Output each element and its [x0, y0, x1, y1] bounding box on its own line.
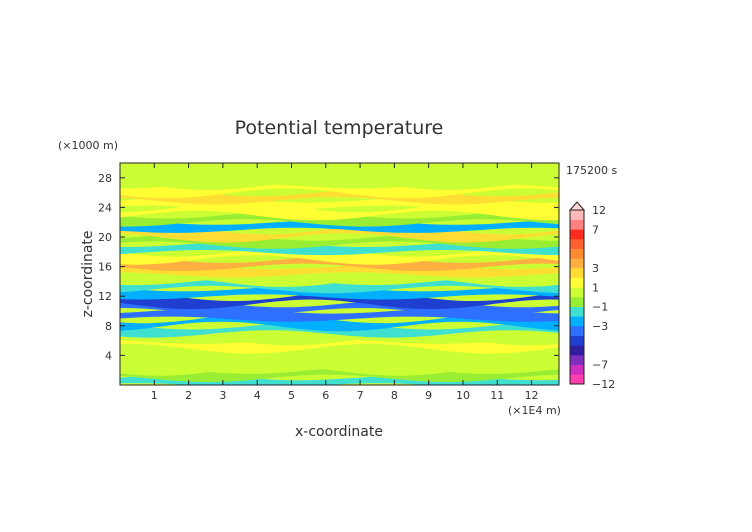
field-band: [120, 175, 559, 189]
x-tick-label: 8: [391, 389, 398, 402]
colorbar-tick-label: −1: [592, 301, 608, 314]
colorbar-swatch: [570, 335, 584, 346]
x-tick-label: 9: [425, 389, 432, 402]
y-tick-label: 20: [98, 231, 112, 244]
plot-frame: [119, 162, 560, 386]
field-band: [120, 352, 559, 367]
y-tick-label: 24: [98, 201, 112, 214]
x-tick-label: 10: [456, 389, 470, 402]
time-label: 175200 s: [566, 164, 617, 177]
field-band: [120, 330, 559, 344]
x-tick-label: 4: [254, 389, 261, 402]
contour-field: [120, 163, 559, 385]
colorbar-swatch: [570, 345, 584, 356]
x-tick-label: 7: [357, 389, 364, 402]
colorbar-swatch: [570, 374, 584, 385]
colorbar-tick-label: 12: [592, 204, 606, 217]
colorbar-swatch: [570, 297, 584, 307]
colorbar-swatch: [570, 229, 584, 240]
colorbar-tick-label: 3: [592, 262, 599, 275]
field-band: [120, 163, 559, 176]
chart-title: Potential temperature: [235, 117, 444, 139]
y-tick-label: 28: [98, 172, 112, 185]
colorbar: 12 7 3 1 −1 −3 −7 −12: [568, 201, 615, 391]
y-tick-label: 8: [105, 320, 112, 333]
field-band: [120, 180, 559, 199]
x-tick-label: 11: [490, 389, 504, 402]
colorbar-swatch: [570, 355, 584, 365]
field-band: [120, 224, 559, 243]
colorbar-swatch: [570, 316, 584, 327]
colorbar-swatch: [570, 287, 584, 298]
x-tick-label: 12: [525, 389, 539, 402]
field-band: [120, 366, 559, 382]
field-band: [120, 188, 559, 205]
colorbar-swatch: [570, 219, 584, 230]
x-tick-label: 6: [322, 389, 329, 402]
x-tick-label: 5: [288, 389, 295, 402]
y-tick-label: 16: [98, 261, 112, 274]
colorbar-swatch: [570, 364, 584, 375]
x-tick-label: 3: [219, 389, 226, 402]
colorbar-swatch: [570, 268, 584, 278]
colorbar-swatch: [570, 326, 584, 336]
field-band: [120, 291, 559, 310]
y-axis-label: z-coordinate: [80, 230, 96, 317]
x-unit-label: (×1E4 m): [508, 404, 561, 417]
colorbar-top-arrow: [568, 201, 586, 211]
field-band: [120, 247, 559, 265]
colorbar-swatch: [570, 239, 584, 249]
y-tick-label: 4: [105, 349, 112, 362]
x-tick-label: 1: [151, 389, 158, 402]
x-tick-label: 2: [185, 389, 192, 402]
colorbar-tick-label: 1: [592, 281, 599, 294]
colorbar-swatch: [570, 248, 584, 259]
y-tick-label: 12: [98, 290, 112, 303]
colorbar-swatch: [570, 277, 584, 288]
colorbar-tick-label: 7: [592, 223, 599, 236]
colorbar-tick-label: −12: [592, 378, 615, 391]
colorbar-swatch: [570, 306, 584, 317]
colorbar-frame: [569, 209, 585, 385]
colorbar-tick-label: −7: [592, 359, 608, 372]
field-band: [120, 219, 559, 233]
field-band: [120, 358, 559, 376]
colorbar-tick-label: −3: [592, 320, 608, 333]
colorbar-swatch: [570, 258, 584, 269]
field-band: [120, 255, 559, 271]
colorbar-swatch: [570, 210, 584, 220]
y-unit-label: (×1000 m): [58, 139, 118, 152]
x-axis-label: x-coordinate: [295, 424, 383, 440]
